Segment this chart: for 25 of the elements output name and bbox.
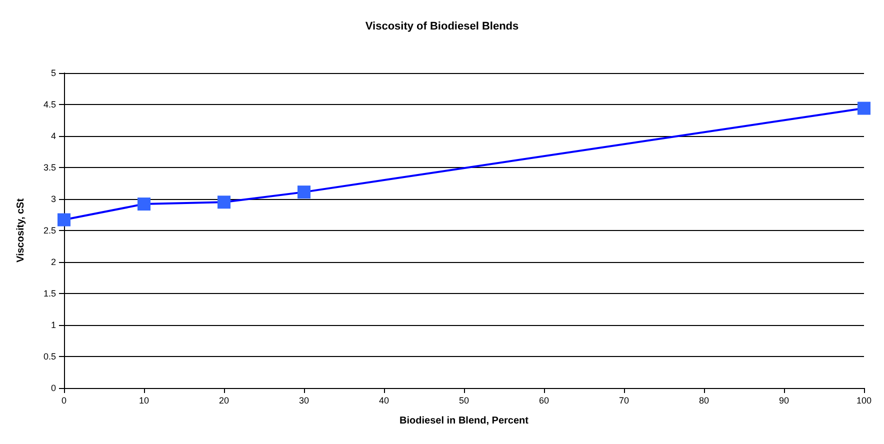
x-tick-label: 50 <box>458 396 470 406</box>
x-tick-label: 30 <box>298 396 310 406</box>
chart-title: Viscosity of Biodiesel Blends <box>365 20 519 32</box>
x-tick-label: 40 <box>378 396 390 406</box>
x-tick-label: 10 <box>138 396 150 406</box>
x-tick-label: 70 <box>618 396 630 406</box>
y-tick-label: 1.5 <box>43 288 56 298</box>
x-tick-label: 20 <box>218 396 230 406</box>
x-axis-title: Biodiesel in Blend, Percent <box>400 416 530 426</box>
y-axis-title: Viscosity, cSt <box>16 198 26 263</box>
y-tick-label: 4 <box>50 131 56 141</box>
x-tick-label: 100 <box>856 396 872 406</box>
x-tick-label: 90 <box>778 396 790 406</box>
y-tick-label: 0 <box>50 383 56 393</box>
y-tick-label: 3.5 <box>43 162 56 172</box>
y-tick-label: 1 <box>50 320 56 330</box>
x-tick-label: 80 <box>698 396 710 406</box>
y-tick-label: 5 <box>50 68 56 78</box>
y-tick-label: 0.5 <box>43 352 56 362</box>
x-tick-label: 60 <box>538 396 550 406</box>
y-tick-label: 2.5 <box>43 226 56 236</box>
y-tick-label: 4.5 <box>43 100 56 110</box>
x-tick-label: 0 <box>61 396 67 406</box>
y-tick-label: 3 <box>50 194 56 204</box>
y-tick-label: 2 <box>50 257 56 267</box>
